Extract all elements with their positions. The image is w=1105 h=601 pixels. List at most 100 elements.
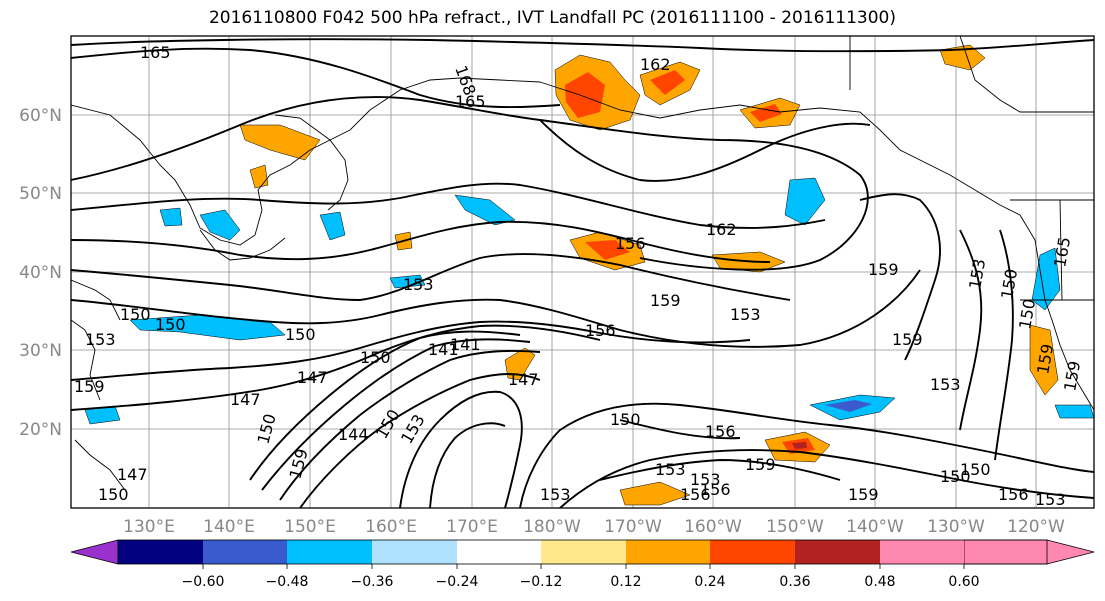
colorbar-segment [287,540,372,564]
negative-shading [159,207,183,227]
colorbar-tick-label: −0.12 [520,574,563,590]
contour-label: 156 [700,480,731,499]
contour-label: 153 [85,330,116,349]
contour-label: 150 [285,325,316,344]
contour-label: 159 [892,330,923,349]
colorbar-segment [372,540,457,564]
contour-label: 141 [450,335,481,354]
map-title: 2016110800 F042 500 hPa refract., IVT La… [208,8,896,28]
contour-label: 150 [155,315,186,334]
lat-label: 20°N [19,420,62,440]
contour-label: 150 [610,410,641,429]
contour-label: 156 [705,422,736,441]
contour-label: 156 [998,485,1029,504]
colorbar-segment [457,540,541,564]
contour-label: 153 [1035,490,1066,509]
contour-label: 147 [230,390,261,409]
height-contours [71,38,1094,508]
contour-label: 156 [680,485,711,504]
contour-label: 150 [120,305,151,324]
contour-label: 156 [615,234,646,253]
colorbar-ticks [202,564,965,569]
contour-label: 147 [117,465,148,484]
contour-label: 162 [640,55,671,74]
contour-label: 159 [650,291,681,310]
contour-label: 159 [848,485,879,504]
colorbar-outline [117,539,1048,565]
colorbar-tick-label: 0.12 [610,574,641,590]
colorbar-tick-label: −0.60 [182,574,225,590]
latitude-labels: 60°N 50°N 40°N 30°N 20°N [19,106,62,440]
negative-shading [825,400,872,412]
contour-label: 150 [940,467,971,486]
contour-label: 147 [297,368,328,387]
colorbar-extend-max [963,539,1095,565]
lon-label: 150°E [284,517,336,537]
lon-label: 150°W [766,517,824,537]
lat-label: 60°N [19,106,62,126]
lon-label: 130°W [927,517,985,537]
colorbar-tick-label: −0.24 [436,574,479,590]
map-frame [70,35,1095,509]
positive-shading [585,240,630,260]
positive-shading [504,347,536,381]
positive-shading [239,124,321,161]
contour-label: 153 [730,305,761,324]
positive-shading [792,442,807,449]
negative-shading [1054,404,1094,419]
colorbar-tick-label: 0.36 [779,574,810,590]
contour-label: 165 [140,43,171,62]
contour-label: 150 [960,460,991,479]
lat-label: 50°N [19,184,62,204]
lon-label: 130°E [123,517,175,537]
contour-label: 153 [540,485,571,504]
negative-shading [389,274,426,289]
contour-label: 159 [868,260,899,279]
colorbar-segment [203,540,287,564]
contour-label: 141 [428,340,459,359]
contour-label: 150 [360,348,391,367]
positive-shading [650,70,685,95]
contour-label: 153 [655,460,686,479]
contour-label: 153 [403,275,434,294]
positive-shading [565,72,605,118]
colorbar-tick-label: 0.60 [948,574,979,590]
colorbar-segment [626,540,710,564]
positive-shading [939,44,986,71]
lon-label: 160°W [684,517,742,537]
longitude-labels: 130°E 140°E 150°E 160°E 170°E 180°W 170°… [123,517,1065,537]
positive-shading [1029,324,1059,396]
contour-label-group: 165 168 162 165 162 156 153 150 147 150 … [74,43,1084,509]
contour-label: 162 [706,220,737,239]
contour-label: 144 [338,425,369,444]
negative-shading [199,209,241,241]
coastlines [71,36,1094,491]
positive-shading [619,481,691,506]
lon-label: 140°W [846,517,904,537]
lon-label: 180°W [523,517,581,537]
contour-label: 150 [98,485,129,504]
lon-label: 160°E [365,517,417,537]
colorbar-segment [118,540,203,564]
lon-label: 170°W [604,517,662,537]
negative-shading [319,211,346,241]
colorbar-extend-min [70,539,119,565]
colorbar-segment [880,540,964,564]
negative-shading [784,177,826,226]
contour-label: 159 [74,377,105,396]
lat-label: 40°N [19,263,62,283]
contour-label: 156 [585,321,616,340]
lon-label: 140°E [203,517,255,537]
contour-label: 153 [690,470,721,489]
contour-label: 159 [745,455,776,474]
colorbar-tick-label: 0.48 [864,574,895,590]
colorbar-tick-label: 0.24 [694,574,725,590]
lat-label: 30°N [19,341,62,361]
colorbar-segment [541,540,626,564]
refractivity-shading [84,44,1094,506]
positive-shading [750,104,782,122]
positive-shading [249,164,269,189]
colorbar-segment [710,540,795,564]
colorbar: −0.60 −0.48 −0.36 −0.24 −0.12 0.12 0.24 … [70,539,1095,590]
